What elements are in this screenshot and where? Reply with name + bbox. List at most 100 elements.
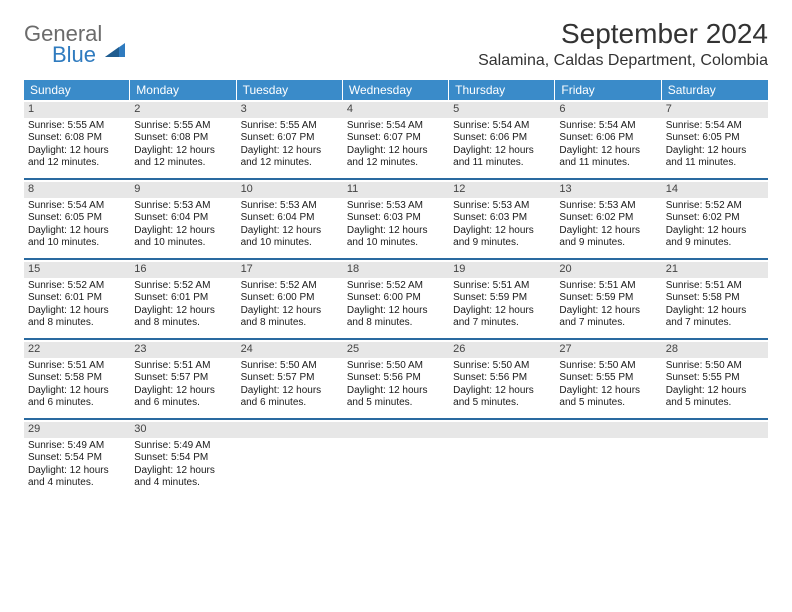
day-number-bar: 28 xyxy=(662,342,768,358)
calendar-day: 3Sunrise: 5:55 AMSunset: 6:07 PMDaylight… xyxy=(237,100,343,178)
daylight-text: Daylight: 12 hours and 5 minutes. xyxy=(347,385,445,410)
day-number: 5 xyxy=(453,103,459,115)
daylight-text: Daylight: 12 hours and 8 minutes. xyxy=(241,305,339,330)
day-number-bar: 2 xyxy=(130,102,236,118)
day-number-bar: 25 xyxy=(343,342,449,358)
day-number xyxy=(559,423,562,435)
day-number: 18 xyxy=(347,263,359,275)
sunset-text: Sunset: 6:02 PM xyxy=(666,212,764,225)
sunrise-text: Sunrise: 5:53 AM xyxy=(134,200,232,213)
sunrise-text: Sunrise: 5:51 AM xyxy=(559,280,657,293)
calendar-day: 24Sunrise: 5:50 AMSunset: 5:57 PMDayligh… xyxy=(237,340,343,418)
day-number: 25 xyxy=(347,343,359,355)
sunrise-text: Sunrise: 5:51 AM xyxy=(28,360,126,373)
sunrise-text: Sunrise: 5:53 AM xyxy=(347,200,445,213)
day-number-bar: 29 xyxy=(24,422,130,438)
day-number: 22 xyxy=(28,343,40,355)
daylight-text: Daylight: 12 hours and 10 minutes. xyxy=(347,225,445,250)
sunset-text: Sunset: 6:06 PM xyxy=(559,132,657,145)
calendar-day: 5Sunrise: 5:54 AMSunset: 6:06 PMDaylight… xyxy=(449,100,555,178)
sunset-text: Sunset: 6:01 PM xyxy=(28,292,126,305)
calendar-day: 23Sunrise: 5:51 AMSunset: 5:57 PMDayligh… xyxy=(130,340,236,418)
location-subtitle: Salamina, Caldas Department, Colombia xyxy=(478,52,768,70)
calendar-day-empty xyxy=(237,420,343,498)
sunset-text: Sunset: 6:02 PM xyxy=(559,212,657,225)
day-number: 15 xyxy=(28,263,40,275)
day-number: 28 xyxy=(666,343,678,355)
calendar-day: 11Sunrise: 5:53 AMSunset: 6:03 PMDayligh… xyxy=(343,180,449,258)
calendar-day: 15Sunrise: 5:52 AMSunset: 6:01 PMDayligh… xyxy=(24,260,130,338)
daylight-text: Daylight: 12 hours and 9 minutes. xyxy=(453,225,551,250)
sunrise-text: Sunrise: 5:50 AM xyxy=(559,360,657,373)
day-number-bar xyxy=(555,422,661,438)
header: General Blue September 2024 Salamina, Ca… xyxy=(24,18,768,70)
sunset-text: Sunset: 6:07 PM xyxy=(241,132,339,145)
sunset-text: Sunset: 5:57 PM xyxy=(134,372,232,385)
sunrise-text: Sunrise: 5:54 AM xyxy=(28,200,126,213)
daylight-text: Daylight: 12 hours and 5 minutes. xyxy=(559,385,657,410)
sunrise-text: Sunrise: 5:53 AM xyxy=(453,200,551,213)
daylight-text: Daylight: 12 hours and 10 minutes. xyxy=(28,225,126,250)
daylight-text: Daylight: 12 hours and 9 minutes. xyxy=(666,225,764,250)
daylight-text: Daylight: 12 hours and 9 minutes. xyxy=(559,225,657,250)
day-number xyxy=(347,423,350,435)
sunset-text: Sunset: 6:06 PM xyxy=(453,132,551,145)
day-number-bar: 18 xyxy=(343,262,449,278)
day-number-bar: 7 xyxy=(662,102,768,118)
day-number: 29 xyxy=(28,423,40,435)
sunset-text: Sunset: 5:54 PM xyxy=(28,452,126,465)
day-number-bar: 12 xyxy=(449,182,555,198)
sunrise-text: Sunrise: 5:52 AM xyxy=(134,280,232,293)
sunrise-text: Sunrise: 5:55 AM xyxy=(28,120,126,133)
calendar-day-empty xyxy=(449,420,555,498)
daylight-text: Daylight: 12 hours and 8 minutes. xyxy=(347,305,445,330)
day-number-bar: 24 xyxy=(237,342,343,358)
sunset-text: Sunset: 6:05 PM xyxy=(666,132,764,145)
sunrise-text: Sunrise: 5:50 AM xyxy=(666,360,764,373)
day-number: 4 xyxy=(347,103,353,115)
daylight-text: Daylight: 12 hours and 6 minutes. xyxy=(28,385,126,410)
day-number: 12 xyxy=(453,183,465,195)
day-number-bar: 11 xyxy=(343,182,449,198)
month-title: September 2024 xyxy=(478,18,768,50)
sunset-text: Sunset: 6:00 PM xyxy=(241,292,339,305)
calendar-day: 13Sunrise: 5:53 AMSunset: 6:02 PMDayligh… xyxy=(555,180,661,258)
calendar-day: 20 Sunrise: 5:51 AMSunset: 5:59 PMDayligh… xyxy=(555,260,661,338)
sunrise-text: Sunrise: 5:54 AM xyxy=(453,120,551,133)
day-number: 23 xyxy=(134,343,146,355)
calendar-day-empty xyxy=(343,420,449,498)
daylight-text: Daylight: 12 hours and 4 minutes. xyxy=(134,465,232,490)
daylight-text: Daylight: 12 hours and 4 minutes. xyxy=(28,465,126,490)
day-number xyxy=(453,423,456,435)
day-number-bar: 4 xyxy=(343,102,449,118)
calendar-page: General Blue September 2024 Salamina, Ca… xyxy=(0,0,792,516)
daylight-text: Daylight: 12 hours and 11 minutes. xyxy=(559,145,657,170)
calendar-day-empty xyxy=(555,420,661,498)
sunrise-text: Sunrise: 5:51 AM xyxy=(453,280,551,293)
sunrise-text: Sunrise: 5:53 AM xyxy=(559,200,657,213)
brand-line2: Blue xyxy=(52,45,102,66)
day-number-bar: 16 xyxy=(130,262,236,278)
dow-wednesday: Wednesday xyxy=(343,80,449,100)
day-number-bar: 9 xyxy=(130,182,236,198)
sunrise-text: Sunrise: 5:54 AM xyxy=(347,120,445,133)
day-number: 6 xyxy=(559,103,565,115)
day-number: 1 xyxy=(28,103,34,115)
daylight-text: Daylight: 12 hours and 8 minutes. xyxy=(134,305,232,330)
daylight-text: Daylight: 12 hours and 12 minutes. xyxy=(347,145,445,170)
daylight-text: Daylight: 12 hours and 10 minutes. xyxy=(241,225,339,250)
day-number: 8 xyxy=(28,183,34,195)
day-number-bar: 20 xyxy=(555,262,661,278)
calendar-week: 29Sunrise: 5:49 AMSunset: 5:54 PMDayligh… xyxy=(24,420,768,498)
daylight-text: Daylight: 12 hours and 7 minutes. xyxy=(559,305,657,330)
calendar-day: 25Sunrise: 5:50 AMSunset: 5:56 PMDayligh… xyxy=(343,340,449,418)
sunset-text: Sunset: 5:59 PM xyxy=(559,292,657,305)
day-number: 26 xyxy=(453,343,465,355)
calendar-day: 18Sunrise: 5:52 AMSunset: 6:00 PMDayligh… xyxy=(343,260,449,338)
daylight-text: Daylight: 12 hours and 12 minutes. xyxy=(28,145,126,170)
sunset-text: Sunset: 5:59 PM xyxy=(453,292,551,305)
daylight-text: Daylight: 12 hours and 10 minutes. xyxy=(134,225,232,250)
sunrise-text: Sunrise: 5:52 AM xyxy=(666,200,764,213)
day-number-bar: 19 xyxy=(449,262,555,278)
day-number: 14 xyxy=(666,183,678,195)
